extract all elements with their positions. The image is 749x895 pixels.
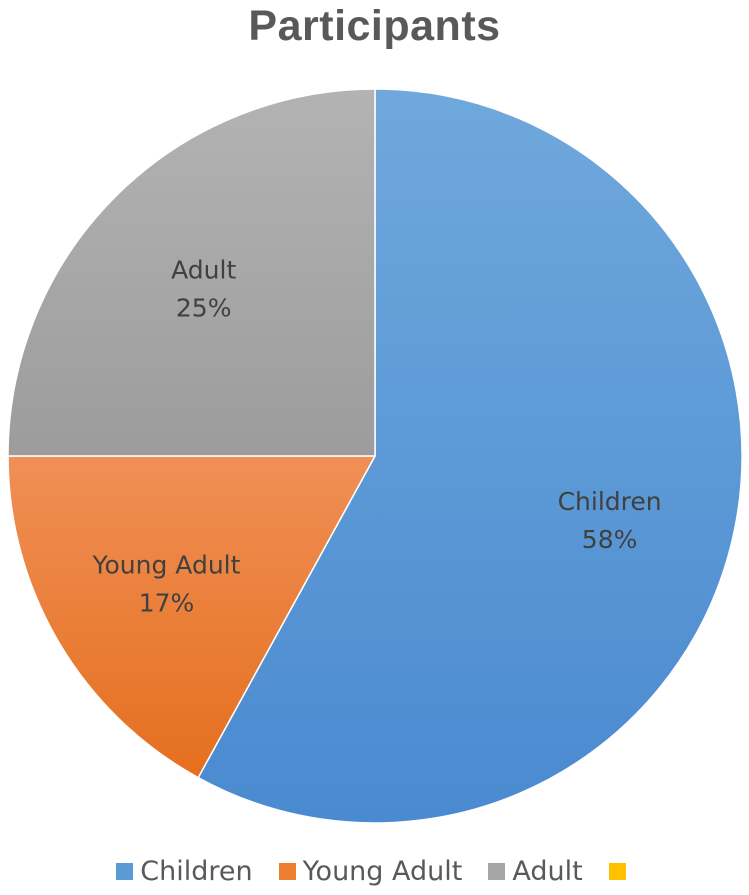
pie-slice-children bbox=[197, 88, 743, 824]
legend-swatch-adult bbox=[488, 863, 506, 880]
pie-data-labels: Children 58% Young Adult 17% Adult 25% bbox=[92, 256, 662, 618]
data-label-category-young-adult: Young Adult bbox=[92, 550, 241, 579]
legend-swatch-unnamed bbox=[608, 863, 626, 880]
legend-item-unnamed bbox=[608, 863, 633, 880]
pie-slice-young-adult bbox=[7, 455, 377, 779]
legend-swatch-children bbox=[116, 863, 134, 880]
data-label-category-children: Children bbox=[558, 487, 662, 516]
data-label-value-adult: 25% bbox=[176, 294, 232, 323]
pie-slice-adult bbox=[7, 88, 376, 457]
legend-label-children: Children bbox=[140, 856, 253, 887]
legend-item-adult: Adult bbox=[488, 856, 583, 887]
data-label-category-adult: Adult bbox=[171, 256, 236, 285]
data-label-value-children: 58% bbox=[582, 525, 638, 554]
pie-slices bbox=[7, 88, 743, 824]
chart-title: Participants bbox=[248, 2, 501, 50]
legend: Children Young Adult Adult bbox=[0, 856, 749, 887]
legend-label-young-adult: Young Adult bbox=[302, 856, 463, 887]
legend-item-children: Children bbox=[116, 856, 253, 887]
legend-item-young-adult: Young Adult bbox=[278, 856, 463, 887]
legend-label-adult: Adult bbox=[512, 856, 583, 887]
legend-swatch-young-adult bbox=[278, 863, 296, 880]
data-label-value-young-adult: 17% bbox=[139, 588, 195, 617]
